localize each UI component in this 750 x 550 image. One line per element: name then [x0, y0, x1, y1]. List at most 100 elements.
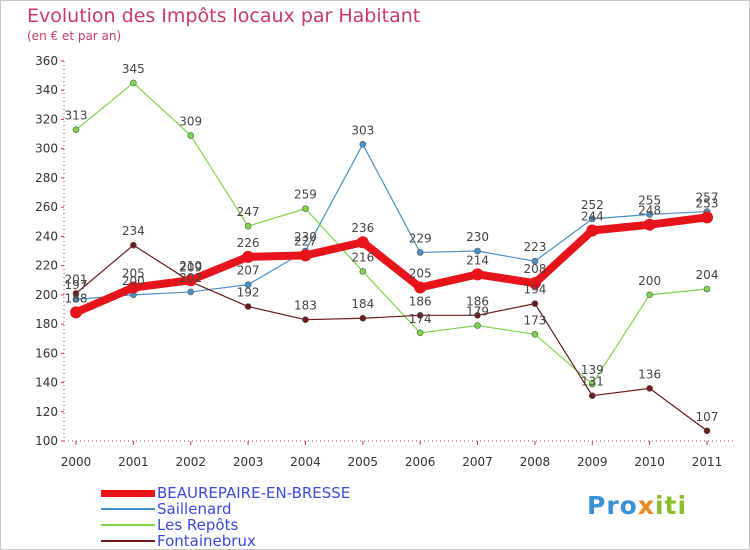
y-tick-label: 340 [35, 83, 58, 97]
series-line-2 [75, 82, 708, 385]
data-point [471, 268, 484, 281]
data-point [646, 291, 653, 299]
y-tick-label: 160 [35, 346, 58, 360]
data-point [416, 249, 424, 256]
data-label: 184 [351, 297, 374, 311]
data-label: 230 [466, 230, 489, 244]
y-tick-label: 260 [35, 200, 58, 214]
y-tick-label: 100 [35, 434, 58, 448]
legend-swatch-les-repots [101, 524, 155, 526]
line-chart: 100 120 140 160 180 200 220 240 260 280 300 320 340 3… [35, 54, 735, 469]
data-label: 188 [65, 291, 88, 305]
data-point [528, 277, 541, 290]
data-label: 207 [237, 264, 260, 278]
series-line-1 [75, 143, 708, 300]
logo-part-3: iti [654, 491, 688, 520]
y-tick-label: 300 [35, 142, 58, 156]
data-label: 226 [237, 236, 260, 250]
y-tick-label: 220 [35, 259, 58, 273]
y-tick-label: 180 [35, 317, 58, 331]
data-point [184, 274, 197, 287]
data-label: 197 [65, 278, 88, 292]
x-tick-label: 2000 [61, 455, 92, 469]
data-label: 107 [696, 410, 719, 424]
data-label: 248 [638, 204, 661, 218]
data-point [187, 132, 195, 139]
data-label: 252 [581, 198, 604, 212]
data-point [130, 79, 137, 87]
proxiti-logo: Proxiti [587, 491, 687, 520]
chart-subtitle: (en € et par an) [27, 29, 122, 43]
data-point [474, 247, 481, 255]
series-lines [72, 82, 711, 432]
y-tick-label: 320 [35, 112, 58, 126]
data-label: 303 [351, 123, 374, 137]
data-label: 259 [294, 188, 317, 202]
data-label: 173 [523, 313, 546, 327]
data-labels: 197 200 202 207 230 303 229 230 223 252 255 257 313 3… [65, 62, 719, 424]
axes: 100 120 140 160 180 200 220 240 260 280 300 320 340 3… [35, 54, 735, 469]
y-tick-label: 240 [35, 229, 58, 243]
series-points [70, 79, 713, 435]
data-label: 216 [351, 250, 374, 264]
data-label: 186 [409, 294, 432, 308]
data-point [588, 392, 596, 399]
data-point [72, 290, 80, 297]
data-point [244, 222, 252, 230]
data-label: 236 [351, 221, 374, 235]
y-tick-label: 280 [35, 171, 58, 185]
x-tick-label: 2001 [118, 455, 149, 469]
data-point [531, 300, 539, 307]
logo-part-2: x [637, 491, 655, 520]
data-label: 200 [638, 274, 661, 288]
x-tick-label: 2007 [462, 455, 493, 469]
x-tick-label: 2002 [175, 455, 206, 469]
logo-part-1: Pro [587, 491, 638, 520]
data-point [299, 249, 312, 262]
legend-label-beaurepaire: BEAUREPAIRE-EN-BRESSE [157, 484, 351, 502]
data-point [414, 281, 427, 294]
data-point [646, 211, 653, 218]
data-label: 136 [638, 367, 661, 381]
y-tick-label: 140 [35, 376, 58, 390]
x-tick-label: 2008 [520, 455, 551, 469]
data-point [127, 281, 140, 294]
data-label: 186 [466, 294, 489, 308]
data-point [244, 303, 252, 310]
y-tick-label: 120 [35, 405, 58, 419]
data-label: 309 [179, 115, 202, 129]
data-label: 174 [409, 312, 432, 326]
data-point [703, 427, 711, 435]
data-point [242, 250, 255, 263]
y-tick-label: 200 [35, 288, 58, 302]
data-label: 230 [294, 230, 317, 244]
data-label: 179 [466, 305, 489, 319]
x-tick-label: 2004 [290, 455, 321, 469]
legend-swatch-saillenard [101, 508, 155, 510]
legend-label-saillenard: Saillenard [157, 500, 232, 518]
data-label: 234 [122, 224, 145, 238]
series-line-3 [75, 244, 708, 432]
data-label: 313 [65, 109, 88, 123]
data-point [70, 306, 82, 319]
data-point [359, 268, 367, 275]
data-point [646, 385, 653, 392]
data-label: 209 [179, 261, 202, 275]
x-tick-label: 2005 [348, 455, 379, 469]
data-label: 200 [122, 274, 145, 288]
data-label: 257 [696, 191, 719, 205]
data-label: 223 [523, 240, 546, 254]
data-label: 139 [581, 363, 604, 377]
data-point [187, 288, 195, 296]
data-point [474, 312, 481, 319]
data-point [531, 257, 539, 265]
x-tick-label: 2003 [233, 455, 264, 469]
data-label: 205 [122, 267, 145, 281]
data-point [359, 314, 367, 322]
data-label: 247 [237, 205, 260, 219]
x-tick-label: 2011 [692, 455, 723, 469]
data-label: 192 [237, 286, 260, 300]
legend-label-les-repots: Les Repôts [157, 516, 239, 534]
data-label: 131 [581, 375, 604, 389]
